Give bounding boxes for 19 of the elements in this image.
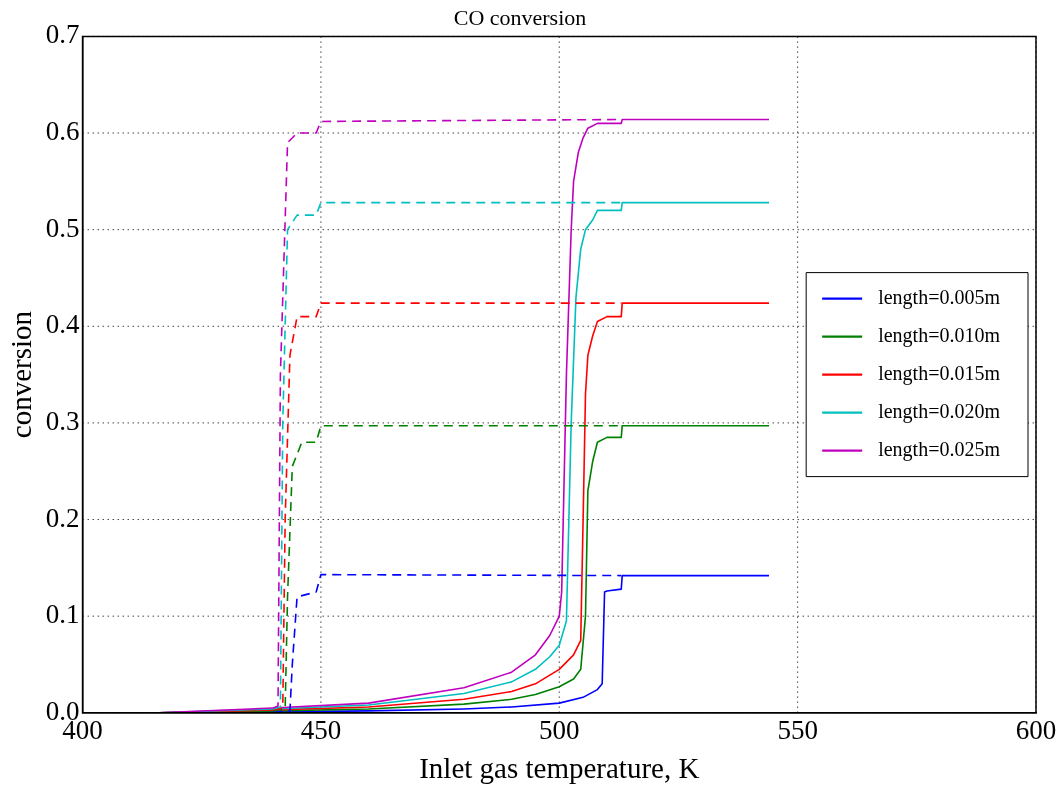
- x-tick-label: 550: [777, 715, 818, 746]
- y-tick-label: 0.3: [45, 406, 80, 437]
- x-tick-label: 600: [1015, 715, 1057, 746]
- legend-label: length=0.015m: [878, 361, 1001, 385]
- legend-label: length=0.025m: [878, 437, 1001, 461]
- x-axis-title: Inlet gas temperature, K: [419, 752, 700, 785]
- x-tick-label: 450: [300, 715, 342, 746]
- y-tick-label: 0.6: [45, 116, 80, 147]
- chart-title: CO conversion: [453, 4, 587, 30]
- legend-label: length=0.020m: [878, 399, 1001, 423]
- y-tick-label: 0.5: [45, 212, 80, 243]
- y-tick-label: 0.7: [45, 19, 80, 50]
- x-tick-label: 500: [539, 715, 580, 746]
- y-tick-label: 0.1: [45, 599, 80, 630]
- legend-label: length=0.005m: [878, 285, 1001, 309]
- y-tick-label: 0.4: [45, 309, 81, 340]
- y-axis-title: conversion: [5, 310, 38, 439]
- y-tick-label: 0.2: [45, 502, 80, 533]
- legend-label: length=0.010m: [878, 323, 1001, 347]
